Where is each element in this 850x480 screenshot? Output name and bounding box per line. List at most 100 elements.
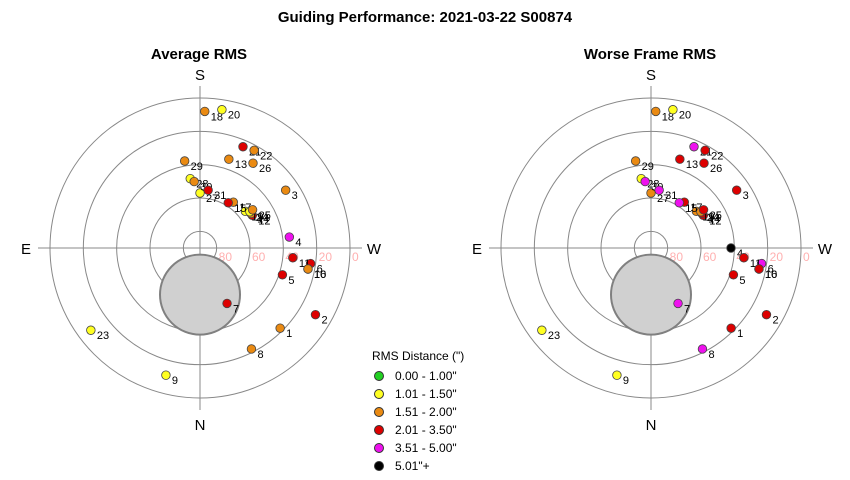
legend-label: 0.00 - 1.00" (395, 369, 457, 383)
legend-swatch (374, 389, 384, 399)
point-label: 11 (750, 258, 761, 270)
point-label: 8 (708, 349, 714, 361)
direction-south: S (646, 67, 656, 84)
point-label: 3 (743, 190, 749, 202)
legend-swatch (374, 407, 384, 417)
point-label: 19 (251, 211, 263, 223)
legend-label: 3.51 - 5.00" (395, 441, 457, 455)
direction-north: N (195, 417, 206, 434)
legend-entry: 1.51 - 2.00" (372, 403, 464, 421)
point-label: 31 (665, 190, 677, 202)
point-label: 13 (235, 159, 247, 171)
legend-entry: 3.51 - 5.00" (372, 439, 464, 457)
data-point (640, 176, 650, 187)
point-label: 2 (321, 315, 327, 327)
legend-swatch (374, 425, 384, 435)
point-label: 4 (295, 237, 301, 249)
data-point (674, 198, 684, 208)
point-label: 27 (657, 193, 669, 205)
data-point (689, 142, 699, 152)
legend-entry: 1.01 - 1.50" (372, 385, 464, 403)
data-point (284, 232, 295, 242)
data-point (646, 188, 656, 198)
ring-label: 0 (352, 250, 359, 264)
point-label: 9 (623, 375, 629, 387)
point-label: 26 (710, 163, 722, 175)
point-label: 29 (642, 161, 654, 173)
data-point (246, 344, 257, 354)
legend-entry: 5.01"+ (372, 457, 464, 475)
point-label: 23 (97, 330, 109, 342)
data-point (275, 323, 285, 333)
point-label: 29 (191, 161, 203, 173)
point-label: 14 (257, 214, 269, 226)
data-point (654, 185, 664, 195)
main-title: Guiding Performance: 2021-03-22 S00874 (277, 9, 573, 26)
legend-label: 1.51 - 2.00" (395, 405, 457, 419)
data-point (247, 205, 258, 215)
average-rms-polar-chart: Average RMS S N E W 80604020012346789101… (21, 46, 382, 434)
data-point (303, 264, 313, 274)
point-label: 16 (765, 269, 777, 281)
altitude-ring (500, 97, 802, 399)
point-label: 10 (314, 269, 326, 281)
ring-label: 60 (703, 250, 717, 264)
data-point (731, 185, 742, 195)
legend-swatch (374, 371, 384, 381)
point-label: 5 (739, 275, 745, 287)
point-label: 6 (317, 264, 323, 276)
data-point (728, 270, 739, 280)
data-point (699, 158, 709, 168)
point-label: 24 (707, 212, 719, 224)
point-label: 20 (679, 110, 691, 122)
data-point (673, 298, 683, 309)
point-label: 9 (172, 375, 178, 387)
obstruction-disk (159, 253, 241, 336)
data-point (612, 370, 622, 380)
data-point (739, 253, 749, 263)
data-point (248, 158, 258, 168)
point-label: 14 (708, 214, 720, 226)
point-label: 13 (686, 159, 698, 171)
point-label: 20 (228, 110, 240, 122)
data-point (726, 323, 736, 333)
data-point (761, 309, 772, 320)
legend-label: 5.01"+ (395, 459, 430, 473)
legend-entry: 2.01 - 3.50" (372, 421, 464, 439)
data-point (754, 264, 764, 274)
point-label: 27 (206, 193, 218, 205)
plot-area: 8060402001234678910111213141617181920212… (38, 86, 362, 410)
point-label: 31 (214, 190, 226, 202)
data-point (200, 106, 210, 117)
point-label: 6 (768, 264, 774, 276)
data-point (700, 145, 710, 156)
legend-title: RMS Distance (") (372, 349, 465, 363)
data-point (277, 270, 288, 280)
legend-entry: 0.00 - 1.00" (372, 367, 464, 385)
point-label: 18 (662, 111, 674, 123)
data-point (280, 185, 291, 195)
point-label: 4 (737, 248, 743, 260)
data-point (179, 156, 190, 166)
direction-east: E (21, 241, 31, 258)
legend-label: 1.01 - 1.50" (395, 387, 457, 401)
point-label: 15 (685, 203, 697, 215)
point-label: 25 (259, 210, 271, 222)
point-label: 23 (548, 330, 560, 342)
ring-label: 20 (319, 250, 333, 264)
data-point (189, 176, 199, 187)
data-point (288, 253, 298, 263)
point-label: 12 (709, 215, 721, 227)
data-point (630, 156, 641, 166)
data-point (223, 198, 233, 208)
altitude-ring (533, 130, 769, 366)
point-label: 25 (710, 210, 722, 222)
data-point (651, 106, 661, 117)
ring-label: 20 (770, 250, 784, 264)
point-label: 18 (211, 111, 223, 123)
direction-north: N (646, 417, 657, 434)
legend-entries: 0.00 - 1.00" 1.01 - 1.50" 1.51 - 2.00" 2.01… (372, 367, 464, 475)
point-label: 5 (288, 275, 294, 287)
point-label: 7 (233, 303, 239, 315)
obstruction-disk (610, 253, 692, 336)
